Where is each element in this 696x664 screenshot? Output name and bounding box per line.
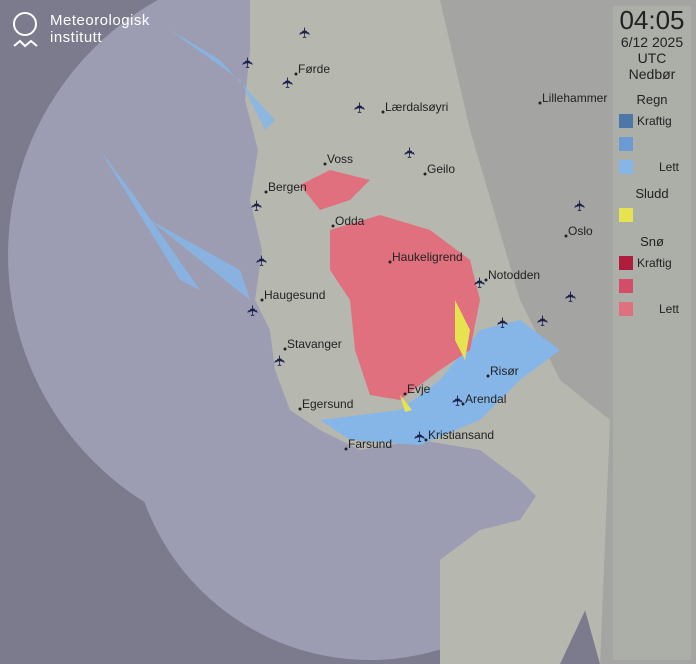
- legend-item: Kraftig: [619, 253, 691, 272]
- airplane-icon: ✈: [352, 101, 369, 114]
- airplane-icon: ✈: [272, 354, 289, 367]
- city-label: Notodden: [488, 268, 540, 282]
- legend-panel: 04:05 6/12 2025 UTC Nedbør Regn Kraftig Le…: [613, 6, 691, 660]
- airplane-icon: ✈: [563, 290, 580, 303]
- city-marker: [424, 438, 428, 442]
- airplane-icon: ✈: [572, 199, 589, 212]
- city-label: Geilo: [427, 162, 455, 176]
- legend-label: Kraftig: [637, 255, 672, 270]
- date: 6/12 2025: [620, 34, 684, 50]
- city-marker: [486, 374, 490, 378]
- city-label: Evje: [407, 382, 431, 396]
- airplane-icon: ✈: [254, 254, 271, 267]
- legend-swatch: [619, 113, 633, 128]
- airplane-icon: ✈: [249, 199, 266, 212]
- legend-item: [619, 205, 691, 224]
- legend-group-title: Snø: [640, 234, 664, 249]
- city-label: Lærdalsøyri: [385, 100, 448, 114]
- city-label: Oslo: [568, 224, 593, 238]
- city-marker: [484, 278, 488, 282]
- timezone: UTC: [637, 50, 667, 66]
- city-label: Bergen: [268, 180, 307, 194]
- city-label: Kristiansand: [428, 428, 494, 442]
- airplane-icon: ✈: [280, 76, 297, 89]
- met-logo: Meteorologisk institutt: [12, 12, 150, 52]
- logo-text: Meteorologisk: [50, 12, 150, 29]
- city-label: Førde: [298, 62, 330, 76]
- city-marker: [294, 72, 298, 76]
- airplane-icon: ✈: [412, 430, 429, 443]
- legend-label: Kraftig: [637, 113, 672, 128]
- city-marker: [331, 224, 335, 228]
- legend-item: Lett: [619, 157, 691, 176]
- logo-text: institutt: [50, 29, 103, 46]
- legend-swatch: [619, 255, 633, 270]
- snow-area: [300, 170, 480, 400]
- legend-swatch: [619, 278, 633, 293]
- city-marker: [461, 402, 465, 406]
- legend-swatch: [619, 301, 633, 316]
- product: Nedbør: [628, 66, 676, 82]
- city-marker: [344, 447, 348, 451]
- legend-swatch: [619, 159, 633, 174]
- legend-item: [619, 276, 691, 295]
- city-marker: [323, 162, 327, 166]
- rain-area: [320, 320, 560, 445]
- land-denmark: [440, 480, 590, 664]
- airplane-icon: ✈: [472, 276, 489, 289]
- airplane-icon: ✈: [535, 314, 552, 327]
- city-marker: [298, 407, 302, 411]
- airplane-icon: ✈: [245, 304, 262, 317]
- city-label: Haugesund: [264, 288, 325, 302]
- city-label: Odda: [335, 214, 365, 228]
- time: 04:05: [619, 5, 685, 35]
- city-label: Stavanger: [287, 337, 342, 351]
- legend-item: Kraftig: [619, 111, 691, 130]
- legend-item: [619, 134, 691, 153]
- airplane-icon: ✈: [450, 394, 467, 407]
- city-marker: [423, 172, 427, 176]
- airplane-icon: ✈: [297, 26, 314, 39]
- city-label: Farsund: [348, 437, 392, 451]
- city-marker: [403, 392, 407, 396]
- city-marker: [538, 101, 542, 105]
- airplane-icon: ✈: [495, 316, 512, 329]
- city-label: Voss: [327, 152, 353, 166]
- rain-area: [100, 30, 275, 300]
- legend-swatch: [619, 207, 633, 222]
- city-label: Risør: [490, 364, 519, 378]
- city-marker: [264, 190, 268, 194]
- city-marker: [388, 260, 392, 264]
- city-label: Arendal: [465, 392, 506, 406]
- legend-label: Lett: [658, 159, 679, 174]
- legend-group-title: Sludd: [635, 186, 669, 201]
- city-label: Egersund: [302, 397, 353, 411]
- city-label: Haukeligrend: [392, 250, 463, 264]
- legend-group-title: Regn: [636, 92, 668, 107]
- legend-label: Lett: [658, 301, 679, 316]
- airplane-icon: ✈: [240, 56, 257, 69]
- city-marker: [381, 110, 385, 114]
- legend-swatch: [619, 136, 633, 151]
- city-marker: [260, 298, 264, 302]
- city-label: Lillehammer: [542, 91, 607, 105]
- met-logo-icon: [13, 12, 38, 48]
- airplane-icon: ✈: [402, 146, 419, 159]
- city-marker: [564, 234, 568, 238]
- legend-item: Lett: [619, 299, 691, 318]
- city-marker: [283, 347, 287, 351]
